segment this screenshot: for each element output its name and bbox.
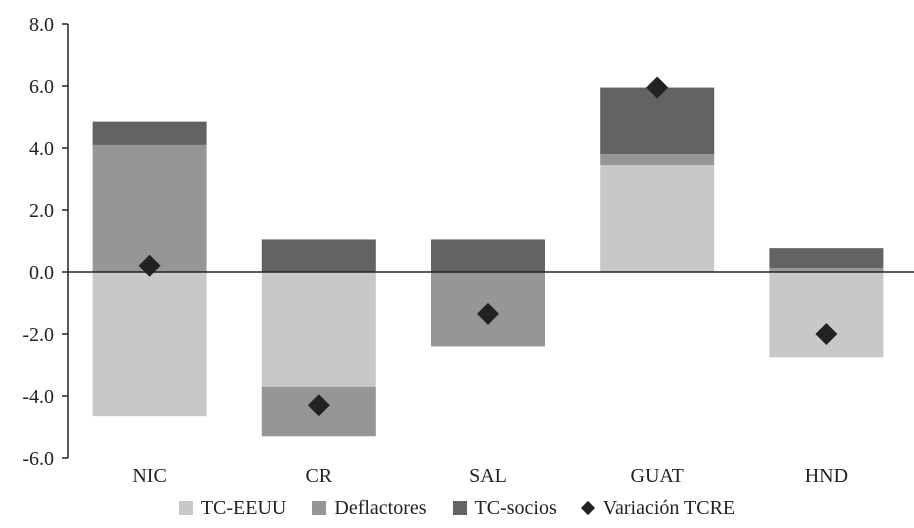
- y-tick-label: 4.0: [29, 138, 54, 160]
- bar-segment: [261, 239, 376, 272]
- x-category-label: GUAT: [631, 465, 684, 487]
- legend-label-deflactores: Deflactores: [334, 497, 427, 519]
- bar-segment: [600, 87, 715, 155]
- bars-layer: [92, 87, 884, 437]
- variation-marker: [138, 254, 161, 277]
- legend-swatch-deflactores: [312, 501, 327, 515]
- y-tick-label: 6.0: [29, 76, 54, 98]
- variation-marker: [477, 302, 499, 325]
- y-tick-label: 8.0: [29, 14, 54, 36]
- x-category-label: HND: [805, 465, 848, 487]
- x-category-label: CR: [305, 465, 332, 487]
- bar-segment: [92, 121, 207, 145]
- legend-swatch-tc-socios: [452, 501, 467, 515]
- y-tick-label: -6.0: [22, 448, 54, 470]
- legend-item-tc-socios: TC-socios: [452, 496, 557, 520]
- markers-layer: [138, 76, 838, 417]
- legend-item-variacion-tcre: Variación TCRE: [580, 496, 736, 520]
- chart: -6.0 -4.0 -2.0 0.0 2.0 4.0 6.0 8.0 NIC CR SAL GUAT…: [22, 14, 914, 487]
- variation-marker: [815, 323, 838, 345]
- bar-segment: [769, 248, 884, 269]
- bar-segment: [600, 154, 715, 166]
- variation-marker: [307, 394, 330, 417]
- legend-item-tc-eeuu: TC-EEUU: [178, 496, 287, 520]
- y-tick-label: -4.0: [22, 386, 54, 408]
- legend-swatch-tc-eeuu: [178, 501, 193, 515]
- y-tick-label: 2.0: [29, 200, 54, 222]
- y-tick-label: -2.0: [22, 324, 54, 346]
- bar-segment: [261, 272, 376, 387]
- x-category-label: SAL: [469, 465, 507, 487]
- legend-item-deflactores: Deflactores: [312, 496, 427, 520]
- x-category-label: NIC: [132, 465, 166, 487]
- legend-diamond-icon: [580, 500, 595, 516]
- variation-marker: [646, 76, 669, 99]
- bar-segment: [600, 165, 715, 272]
- x-axis-labels: NIC CR SAL GUAT HND: [132, 465, 848, 487]
- legend-label-variacion-tcre: Variación TCRE: [602, 497, 736, 519]
- legend: TC-EEUU Deflactores TC-socios Variación …: [0, 496, 914, 520]
- bar-segment: [431, 239, 545, 272]
- bar-segment: [769, 268, 884, 272]
- bar-segment: [92, 272, 207, 417]
- legend-label-tc-socios: TC-socios: [474, 497, 557, 519]
- y-tick-label: 0.0: [29, 262, 54, 284]
- legend-label-tc-eeuu: TC-EEUU: [200, 497, 287, 519]
- bar-segment: [92, 144, 207, 272]
- y-axis-ticks: -6.0 -4.0 -2.0 0.0 2.0 4.0 6.0 8.0: [22, 14, 68, 470]
